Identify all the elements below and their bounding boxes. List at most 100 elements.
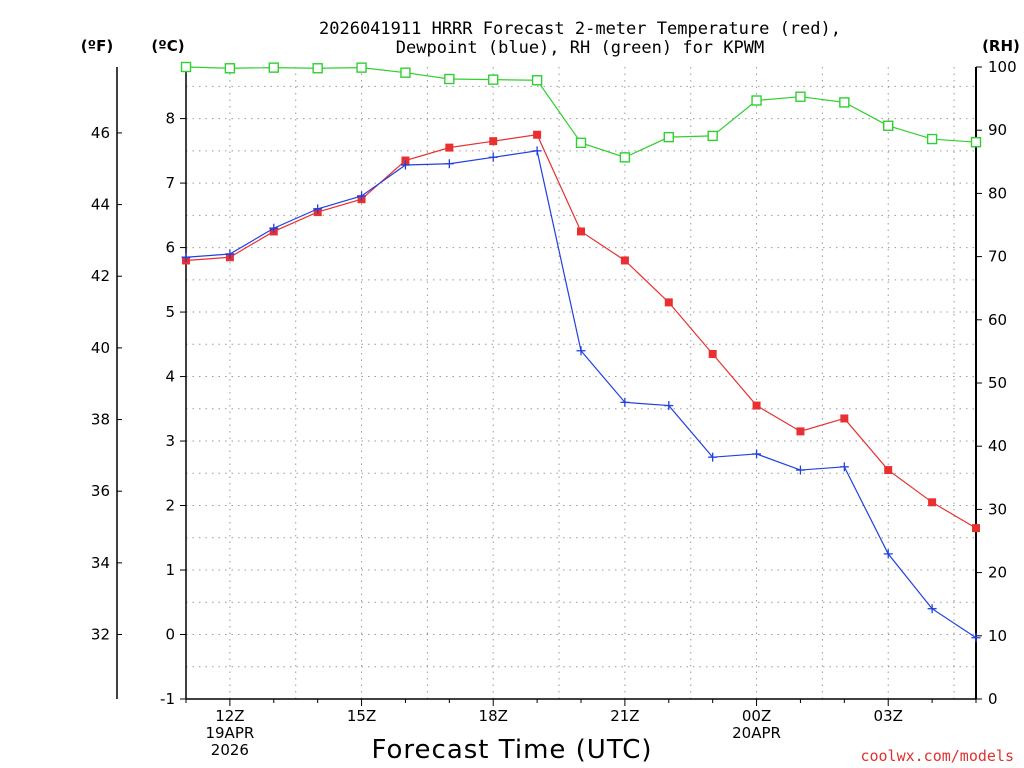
rh-tick-label: 100	[988, 58, 1017, 76]
temperature-point	[620, 256, 629, 265]
temperature-point	[752, 401, 761, 410]
temperature-point	[840, 414, 849, 423]
chart-subtitle: Dewpoint (blue), RH (green) for KPWM	[396, 38, 764, 58]
celsius-unit-label: (ºC)	[151, 37, 184, 55]
rh-tick-label: 50	[988, 374, 1007, 392]
rh-point	[575, 137, 587, 149]
dewpoint-point	[971, 633, 981, 643]
rh-tick-label: 20	[988, 564, 1007, 582]
celsius-tick-label: 0	[165, 626, 175, 644]
fahrenheit-tick-label: 38	[91, 411, 110, 429]
rh-point	[444, 73, 455, 85]
dewpoint-line	[185, 150, 977, 639]
rh-point	[795, 91, 806, 102]
rh-point	[751, 95, 762, 106]
credit-label: coolwx.com/models	[860, 747, 1014, 765]
rh-tick-label: 80	[988, 184, 1007, 202]
dewpoint-point	[532, 146, 542, 156]
celsius-tick-label: 2	[165, 497, 175, 515]
rh-tick-label: 90	[988, 121, 1007, 139]
celsius-tick-label: 7	[165, 174, 175, 192]
dewpoint-point	[225, 249, 235, 259]
celsius-tick-label: 8	[165, 110, 175, 128]
x-tick-label: 03Z	[874, 707, 903, 725]
fahrenheit-tick-label: 36	[91, 482, 110, 500]
x-tick-label: 12Z	[215, 707, 244, 725]
x-tick-label: 00Z	[742, 707, 771, 725]
celsius-tick-label: 1	[165, 561, 175, 579]
dewpoint-point	[488, 152, 498, 162]
temperature-point	[972, 524, 980, 533]
x-tick-label: 20APR	[732, 724, 781, 742]
dewpoint-point	[752, 449, 762, 459]
dewpoint-point	[795, 465, 805, 475]
x-tick-label: 19APR	[205, 724, 254, 742]
dewpoint-point	[708, 452, 718, 462]
temperature-point	[708, 349, 717, 358]
rh-tick-label: 60	[988, 311, 1007, 329]
dewpoint-point	[181, 252, 191, 262]
dewpoint-point	[313, 204, 323, 214]
celsius-tick-label: 5	[165, 303, 175, 321]
x-tick-label: 2026	[211, 741, 249, 759]
rh-point	[356, 62, 367, 73]
fahrenheit-tick-label: 40	[91, 339, 110, 357]
dewpoint-point	[269, 223, 279, 233]
rh-point	[883, 120, 894, 131]
rh-tick-label: 10	[988, 627, 1007, 645]
rh-point	[224, 63, 236, 74]
rh-point	[488, 74, 499, 85]
temperature-line	[185, 134, 977, 529]
rh-point	[619, 152, 631, 163]
rh-tick-label: 70	[988, 248, 1007, 266]
dewpoint-point	[357, 191, 367, 201]
temperature-point	[884, 466, 893, 475]
rh-tick-label: 30	[988, 500, 1007, 518]
grid-layer	[186, 67, 976, 699]
temperature-point	[445, 143, 454, 152]
rh-point	[707, 130, 718, 142]
rh-point	[839, 97, 850, 108]
temperature-point	[489, 137, 498, 146]
series-layer	[180, 61, 982, 643]
dewpoint-point	[883, 549, 893, 559]
dewpoint-point	[400, 160, 410, 170]
chart-title: 2026041911 HRRR Forecast 2-meter Tempera…	[319, 19, 841, 39]
fahrenheit-tick-label: 44	[91, 196, 110, 214]
celsius-tick-label: 6	[165, 239, 175, 257]
axis-layer	[116, 66, 982, 706]
dewpoint-point	[620, 397, 630, 407]
temperature-point	[401, 156, 410, 165]
dewpoint-point	[444, 159, 454, 169]
x-tick-label: 15Z	[347, 707, 376, 725]
temperature-point	[577, 227, 585, 236]
fahrenheit-tick-label: 42	[91, 267, 110, 285]
celsius-tick-label: 4	[165, 368, 175, 386]
temperature-point	[796, 427, 805, 436]
fahrenheit-tick-label: 46	[91, 124, 110, 142]
rh-point	[970, 137, 982, 148]
dewpoint-point	[839, 462, 849, 472]
dewpoint-point	[576, 346, 586, 356]
temperature-point	[928, 498, 937, 507]
rh-tick-label: 40	[988, 437, 1007, 455]
dewpoint-point	[927, 604, 937, 614]
rh-tick-label: 0	[988, 690, 998, 708]
rh-unit-label: (RH)	[982, 37, 1020, 55]
rh-point	[268, 62, 279, 73]
temperature-point	[533, 130, 542, 139]
x-axis-label: Forecast Time (UTC)	[371, 735, 652, 765]
fahrenheit-unit-label: (ºF)	[81, 37, 113, 55]
rh-point	[180, 61, 192, 73]
temperature-point	[664, 298, 673, 307]
x-tick-label: 18Z	[479, 707, 508, 725]
dewpoint-point	[664, 401, 674, 411]
rh-point	[663, 131, 674, 143]
fahrenheit-tick-label: 34	[91, 554, 110, 572]
rh-point	[926, 133, 938, 145]
rh-point	[400, 67, 411, 78]
rh-point	[312, 63, 323, 74]
celsius-tick-label: 3	[165, 432, 175, 450]
